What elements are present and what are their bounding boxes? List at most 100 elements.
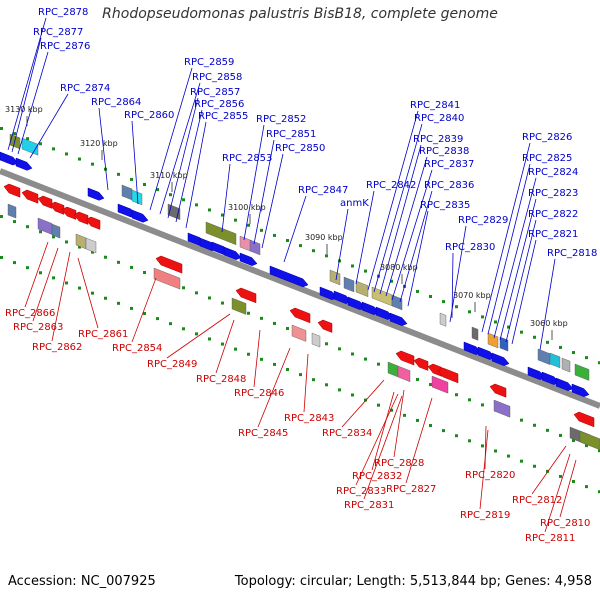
track-dot: [143, 312, 146, 316]
forward-gene-feature: [343, 276, 355, 293]
track-dot: [182, 198, 185, 202]
forward-label-leader: [175, 109, 203, 223]
forward-gene-feature: [355, 280, 369, 297]
forward-gene-feature: [574, 363, 590, 381]
reverse-gene-label: RPC_2834: [322, 428, 372, 439]
reverse-gene-feature: [311, 332, 321, 348]
reverse-gene-feature: [85, 237, 97, 254]
reverse-gene-label: RPC_2866: [5, 308, 55, 319]
track-dot: [585, 485, 588, 489]
reverse-label-leader: [131, 277, 157, 343]
forward-gene-feature: [471, 326, 479, 341]
track-dot: [221, 301, 224, 305]
track-dot: [39, 230, 42, 234]
track-dot: [598, 361, 600, 365]
track-dot: [507, 454, 510, 458]
track-dot: [520, 459, 523, 463]
reverse-gene-label: RPC_2862: [32, 342, 82, 353]
track-dot: [143, 183, 146, 187]
track-dot: [299, 373, 302, 377]
forward-label-leader: [385, 156, 428, 297]
reverse-gene-label: RPC_2812: [512, 495, 562, 506]
forward-label-leader: [283, 195, 307, 263]
track-dot: [182, 286, 185, 290]
reverse-gene-arrow: [489, 383, 507, 398]
forward-gene-feature: [205, 221, 237, 246]
track-dot: [143, 271, 146, 275]
kbp-tick-label: 3090 kbp: [305, 233, 343, 242]
track-dot: [481, 315, 484, 319]
reverse-label-leader: [363, 395, 403, 500]
track-dot: [468, 398, 471, 402]
reverse-gene-feature: [579, 430, 600, 451]
reverse-label-leader: [393, 389, 405, 458]
track-dot: [429, 383, 432, 387]
track-dot: [26, 266, 29, 270]
track-dot: [273, 321, 276, 325]
kbp-tick-label: 3130 kbp: [5, 105, 43, 114]
track-dot: [312, 378, 315, 382]
track-dot: [325, 383, 328, 387]
forward-gene-arrow: [15, 157, 33, 171]
track-dot: [221, 342, 224, 346]
track-dot: [39, 271, 42, 275]
track-dot: [65, 281, 68, 285]
track-dot: [286, 239, 289, 243]
page-title: Rhodopseudomonas palustris BisB18, compl…: [102, 6, 498, 22]
track-dot: [156, 188, 159, 192]
track-dot: [247, 352, 250, 356]
forward-gene-label: RPC_2822: [528, 209, 578, 220]
forward-gene-arrow: [571, 383, 590, 397]
forward-gene-arrow: [389, 312, 408, 326]
forward-label-leader: [7, 17, 47, 151]
track-dot: [78, 245, 81, 249]
forward-gene-label: RPC_2836: [424, 180, 474, 191]
track-dot: [546, 340, 549, 344]
track-dot: [455, 393, 458, 397]
track-dot: [260, 228, 263, 232]
reverse-gene-arrow: [573, 411, 595, 428]
reverse-label-leader: [559, 459, 577, 518]
reverse-label-leader: [479, 429, 489, 510]
reverse-gene-feature: [431, 375, 449, 394]
track-dot: [117, 260, 120, 264]
forward-gene-label: RPC_2824: [528, 167, 578, 178]
track-dot: [312, 249, 315, 253]
track-dot: [364, 269, 367, 273]
forward-gene-feature: [561, 357, 571, 373]
track-dot: [234, 218, 237, 222]
reverse-gene-arrow: [3, 183, 21, 198]
forward-gene-label: RPC_2859: [184, 57, 234, 68]
forward-label-leader: [243, 124, 265, 241]
reverse-gene-arrow: [395, 350, 415, 366]
track-dot: [338, 347, 341, 351]
reverse-gene-feature: [153, 267, 181, 290]
genome-summary-text: Topology: circular; Length: 5,513,844 bp…: [234, 574, 592, 589]
forward-gene-arrow: [0, 151, 19, 166]
forward-gene-arrow: [239, 252, 258, 266]
forward-gene-label: RPC_2830: [445, 242, 495, 253]
reverse-gene-arrow: [437, 367, 459, 384]
forward-gene-label: RPC_2864: [91, 97, 141, 108]
track-dot: [195, 291, 198, 295]
forward-label-leader: [131, 120, 139, 205]
reverse-label-leader: [544, 453, 571, 533]
track-dot: [351, 352, 354, 356]
track-dot: [351, 393, 354, 397]
forward-gene-label: RPC_2835: [420, 200, 470, 211]
reverse-gene-label: RPC_2820: [465, 470, 515, 481]
track-dot: [598, 490, 600, 494]
track-dot: [260, 316, 263, 320]
forward-label-leader: [499, 198, 537, 341]
forward-gene-feature: [167, 203, 181, 220]
forward-gene-label: RPC_2823: [528, 188, 578, 199]
forward-label-leader: [399, 190, 433, 303]
track-dot: [546, 469, 549, 473]
forward-gene-feature: [131, 189, 143, 206]
forward-gene-feature: [329, 269, 341, 286]
forward-label-leader: [487, 163, 531, 335]
track-dot: [208, 337, 211, 341]
forward-gene-arrow: [269, 265, 309, 288]
forward-gene-label: RPC_2878: [38, 7, 88, 18]
